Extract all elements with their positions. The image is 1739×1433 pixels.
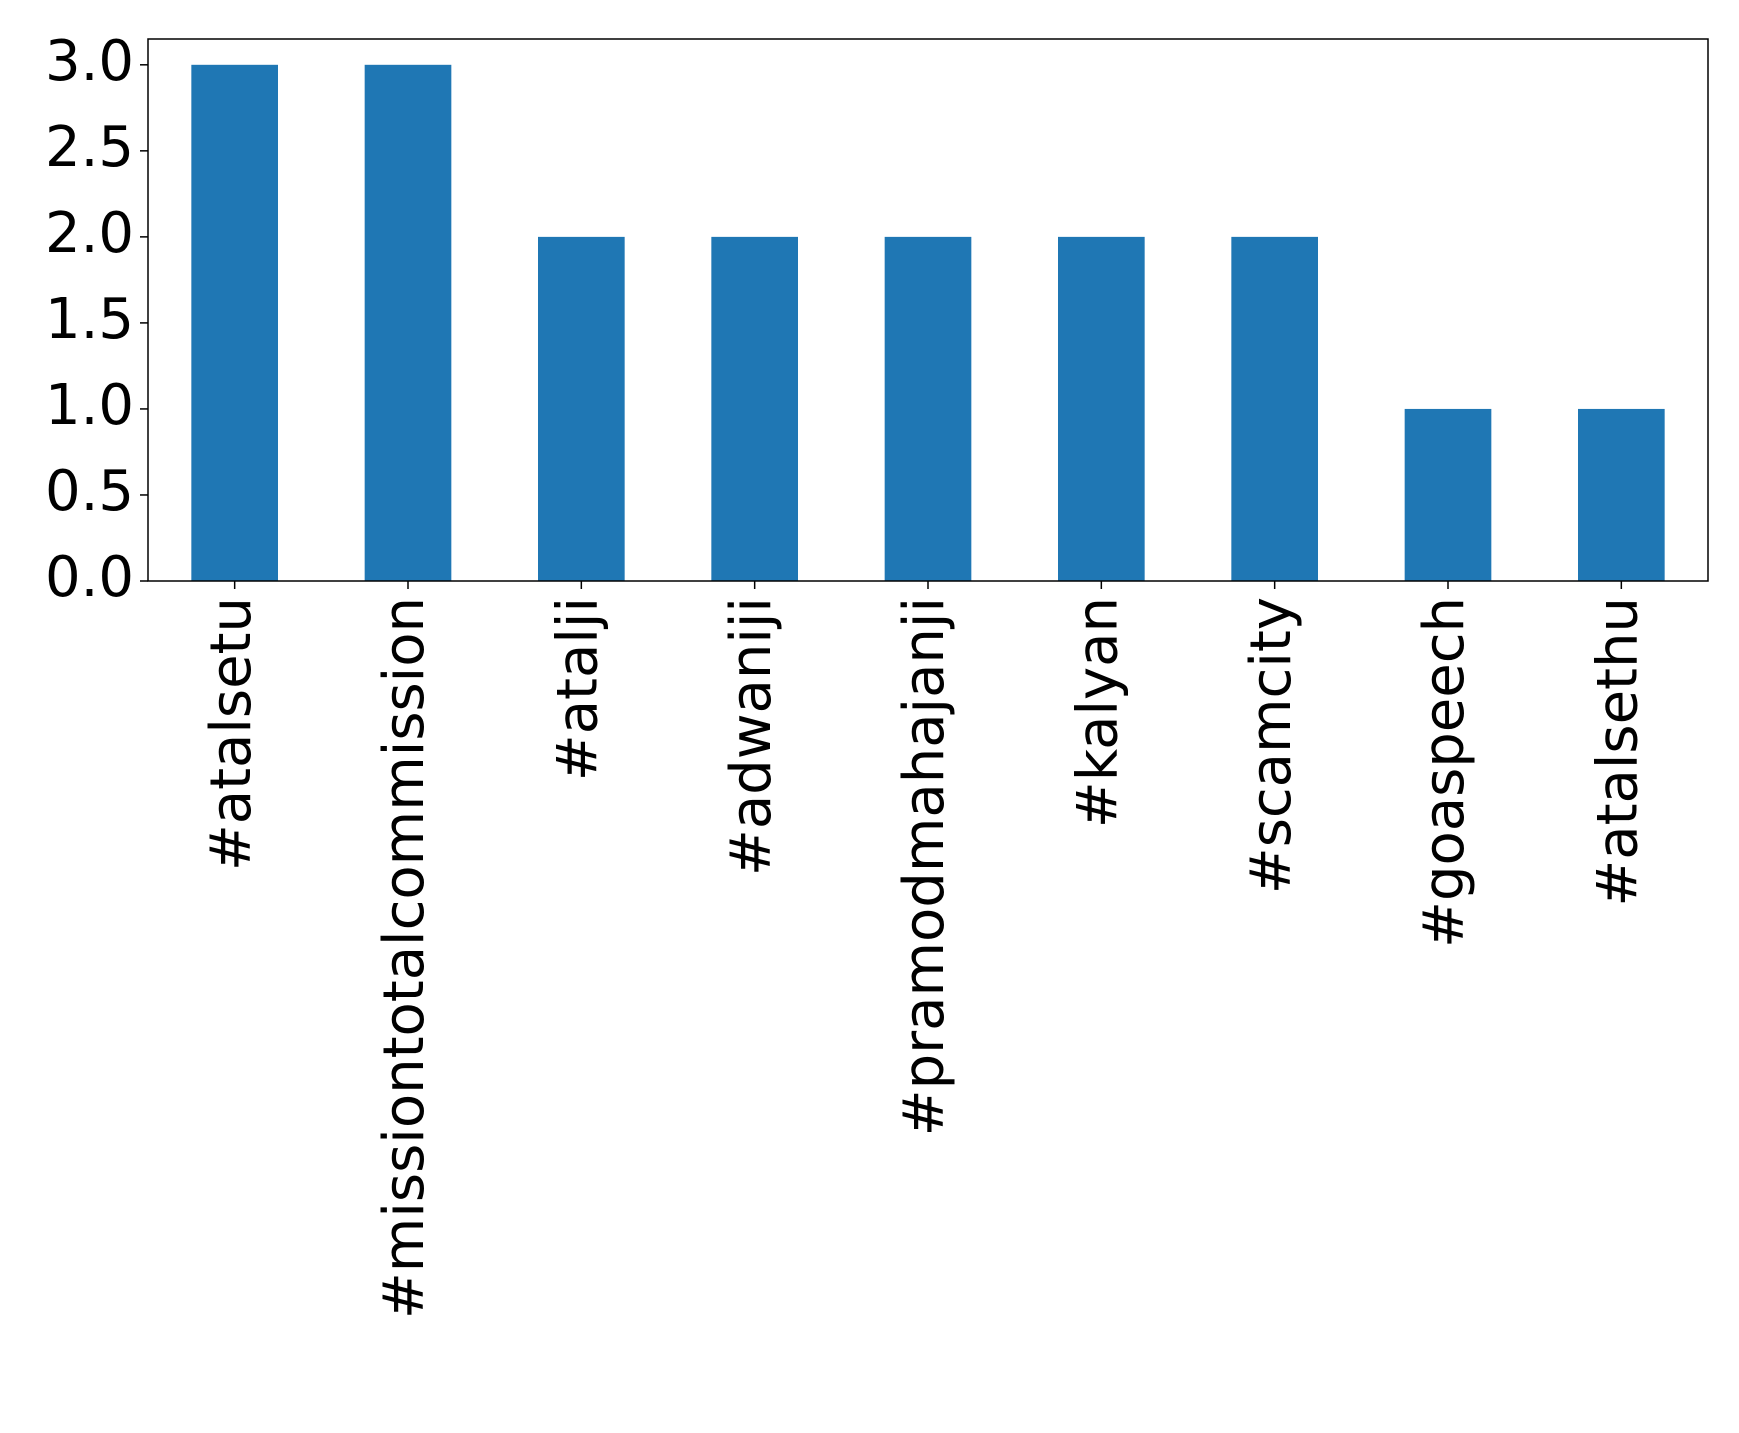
bar (364, 64, 452, 582)
bar (1404, 408, 1492, 581)
bar (1231, 236, 1318, 581)
bar (711, 236, 798, 581)
plot-frame (147, 38, 1709, 582)
x-tick-label: #atalji (545, 597, 610, 781)
x-tick-label: #scamcity (1239, 597, 1304, 894)
y-tick-label: 3.0 (45, 29, 134, 94)
x-tick-label: #adwaniji (719, 597, 784, 876)
bar (884, 236, 972, 581)
y-tick-label: 2.5 (45, 115, 134, 180)
x-tick-label: #atalsethu (1585, 597, 1650, 907)
y-tick-label: 1.5 (45, 287, 134, 352)
y-tick-label: 0.0 (45, 545, 134, 610)
y-tick-label: 0.5 (45, 459, 134, 524)
x-tick-label: #kalyan (1065, 597, 1130, 828)
bar (1058, 236, 1145, 581)
bar (191, 64, 278, 582)
y-tick-label: 2.0 (45, 201, 134, 266)
x-tick-label: #atalsetu (199, 597, 264, 871)
x-tick-label: #goaspeech (1412, 597, 1477, 948)
bar (538, 236, 625, 581)
y-tick-label: 1.0 (45, 373, 134, 438)
bar (1578, 408, 1665, 581)
x-tick-label: #pramodmahajanji (892, 597, 957, 1136)
x-tick-label: #missiontotalcommission (372, 597, 437, 1319)
